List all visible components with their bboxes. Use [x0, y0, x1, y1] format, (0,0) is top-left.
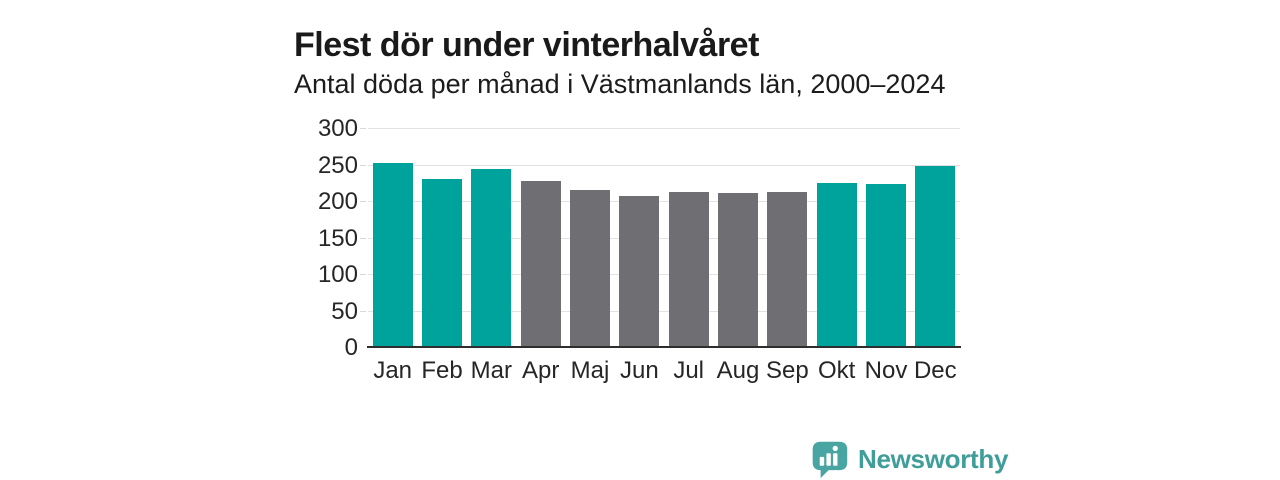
y-tick-mark: [360, 310, 366, 312]
bar-jun: [619, 195, 660, 347]
y-tick-label: 0: [344, 334, 358, 361]
x-tick-label-sep: Sep: [765, 357, 809, 384]
bar-feb: [422, 179, 462, 347]
bar-nov: [866, 184, 906, 347]
y-tick-mark: [360, 237, 366, 239]
y-tick-mark: [360, 164, 366, 166]
y-tick-label: 100: [317, 261, 358, 288]
x-tick-label-maj: Maj: [570, 357, 610, 384]
bar-mar: [471, 168, 512, 347]
page-title: Flest dör under vinterhalvåret: [294, 25, 759, 64]
y-tick-mark: [360, 128, 366, 129]
bar-dec: [915, 165, 956, 347]
gridline: [368, 310, 960, 312]
x-tick-label-mar: Mar: [470, 357, 512, 384]
y-tick-label: 250: [317, 151, 358, 179]
gridline: [368, 201, 960, 202]
bar-jul: [668, 192, 709, 347]
chart-subtitle: Antal döda per månad i Västmanlands län,…: [294, 69, 946, 99]
x-tick-label-nov: Nov: [864, 357, 908, 384]
gridline: [368, 237, 960, 239]
y-tick-mark: [360, 201, 366, 202]
bar-okt: [816, 183, 857, 347]
x-tick-label-dec: Dec: [913, 357, 957, 384]
x-tick-label-jan: Jan: [373, 357, 413, 384]
y-tick-label: 300: [317, 115, 358, 142]
y-tick-mark: [360, 274, 366, 275]
x-axis-labels: Jan Feb Mar Apr Maj Jun Jul Aug Sep Okt Nov Dec: [368, 357, 960, 389]
newsworthy-logo: Newsworthy: [810, 440, 1008, 479]
gridline: [368, 274, 960, 275]
y-axis: 0 50 100 150 200 250 300: [250, 116, 358, 361]
x-tick-label-jun: Jun: [619, 357, 659, 384]
x-tick-label-aug: Aug: [716, 357, 760, 384]
y-tick-label: 150: [317, 224, 358, 252]
x-tick-label-feb: Feb: [421, 357, 463, 384]
x-axis-line: [367, 346, 961, 348]
bar-maj: [570, 190, 610, 347]
x-tick-label-okt: Okt: [817, 357, 856, 384]
newsworthy-speech-bubble-chart-icon: [810, 440, 849, 479]
newsworthy-wordmark: Newsworthy: [858, 444, 1009, 474]
bar-jan: [372, 163, 413, 347]
x-tick-label-apr: Apr: [521, 357, 560, 384]
y-tick-label: 50: [331, 297, 358, 325]
plot-area: [360, 128, 961, 348]
gridline: [368, 128, 960, 129]
bar-sep: [767, 192, 808, 347]
bar-aug: [718, 192, 758, 347]
gridline: [368, 164, 960, 166]
y-tick-label: 200: [317, 188, 358, 215]
x-tick-label-jul: Jul: [673, 357, 704, 384]
bar-apr: [520, 180, 561, 347]
